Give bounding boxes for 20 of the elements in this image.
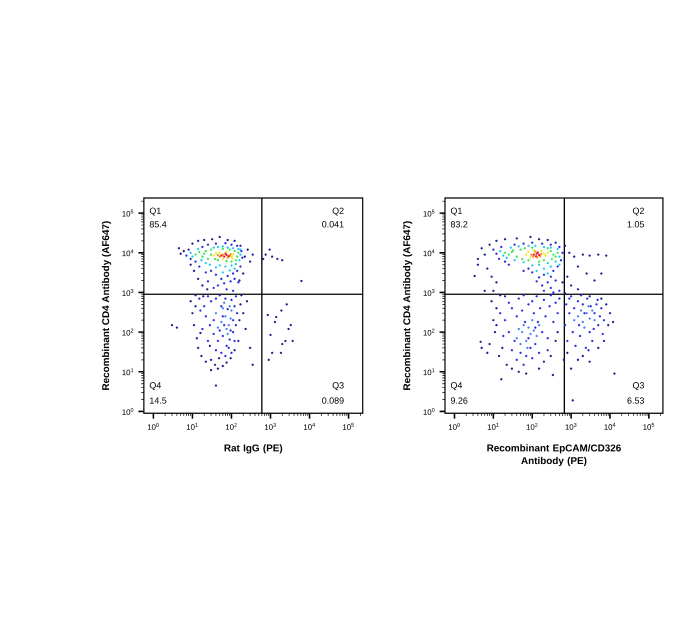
x-axis-title: Rat IgG (PE) — [224, 444, 282, 454]
annotation: 1.05 — [628, 221, 644, 228]
annotation: Q2 — [332, 208, 344, 216]
annotation: 0.089 — [322, 397, 344, 404]
annotation: 0.041 — [322, 221, 344, 228]
annotation: Q2 — [632, 208, 644, 216]
y-axis-title: Recombinant CD4 Antibody (AF647) — [102, 221, 112, 390]
annotation: Q4 — [450, 382, 462, 390]
y-axis-title: Recombinant CD4 Antibody (AF647) — [403, 221, 412, 390]
annotation: Q1 — [450, 208, 462, 216]
annotation: Q4 — [150, 382, 162, 390]
annotation: Q3 — [632, 382, 644, 390]
annotation: Q1 — [150, 208, 161, 216]
annotation: 6.53 — [627, 397, 644, 404]
annotation: 85.4 — [150, 221, 166, 228]
annotation: 9.26 — [450, 397, 468, 404]
annotation: 14.5 — [150, 397, 166, 404]
annotation: 83.2 — [450, 221, 468, 228]
x-axis-title: Recombinant EpCAM/CD326 Antibody (PE) — [487, 444, 621, 466]
annotation: Q3 — [332, 382, 344, 390]
